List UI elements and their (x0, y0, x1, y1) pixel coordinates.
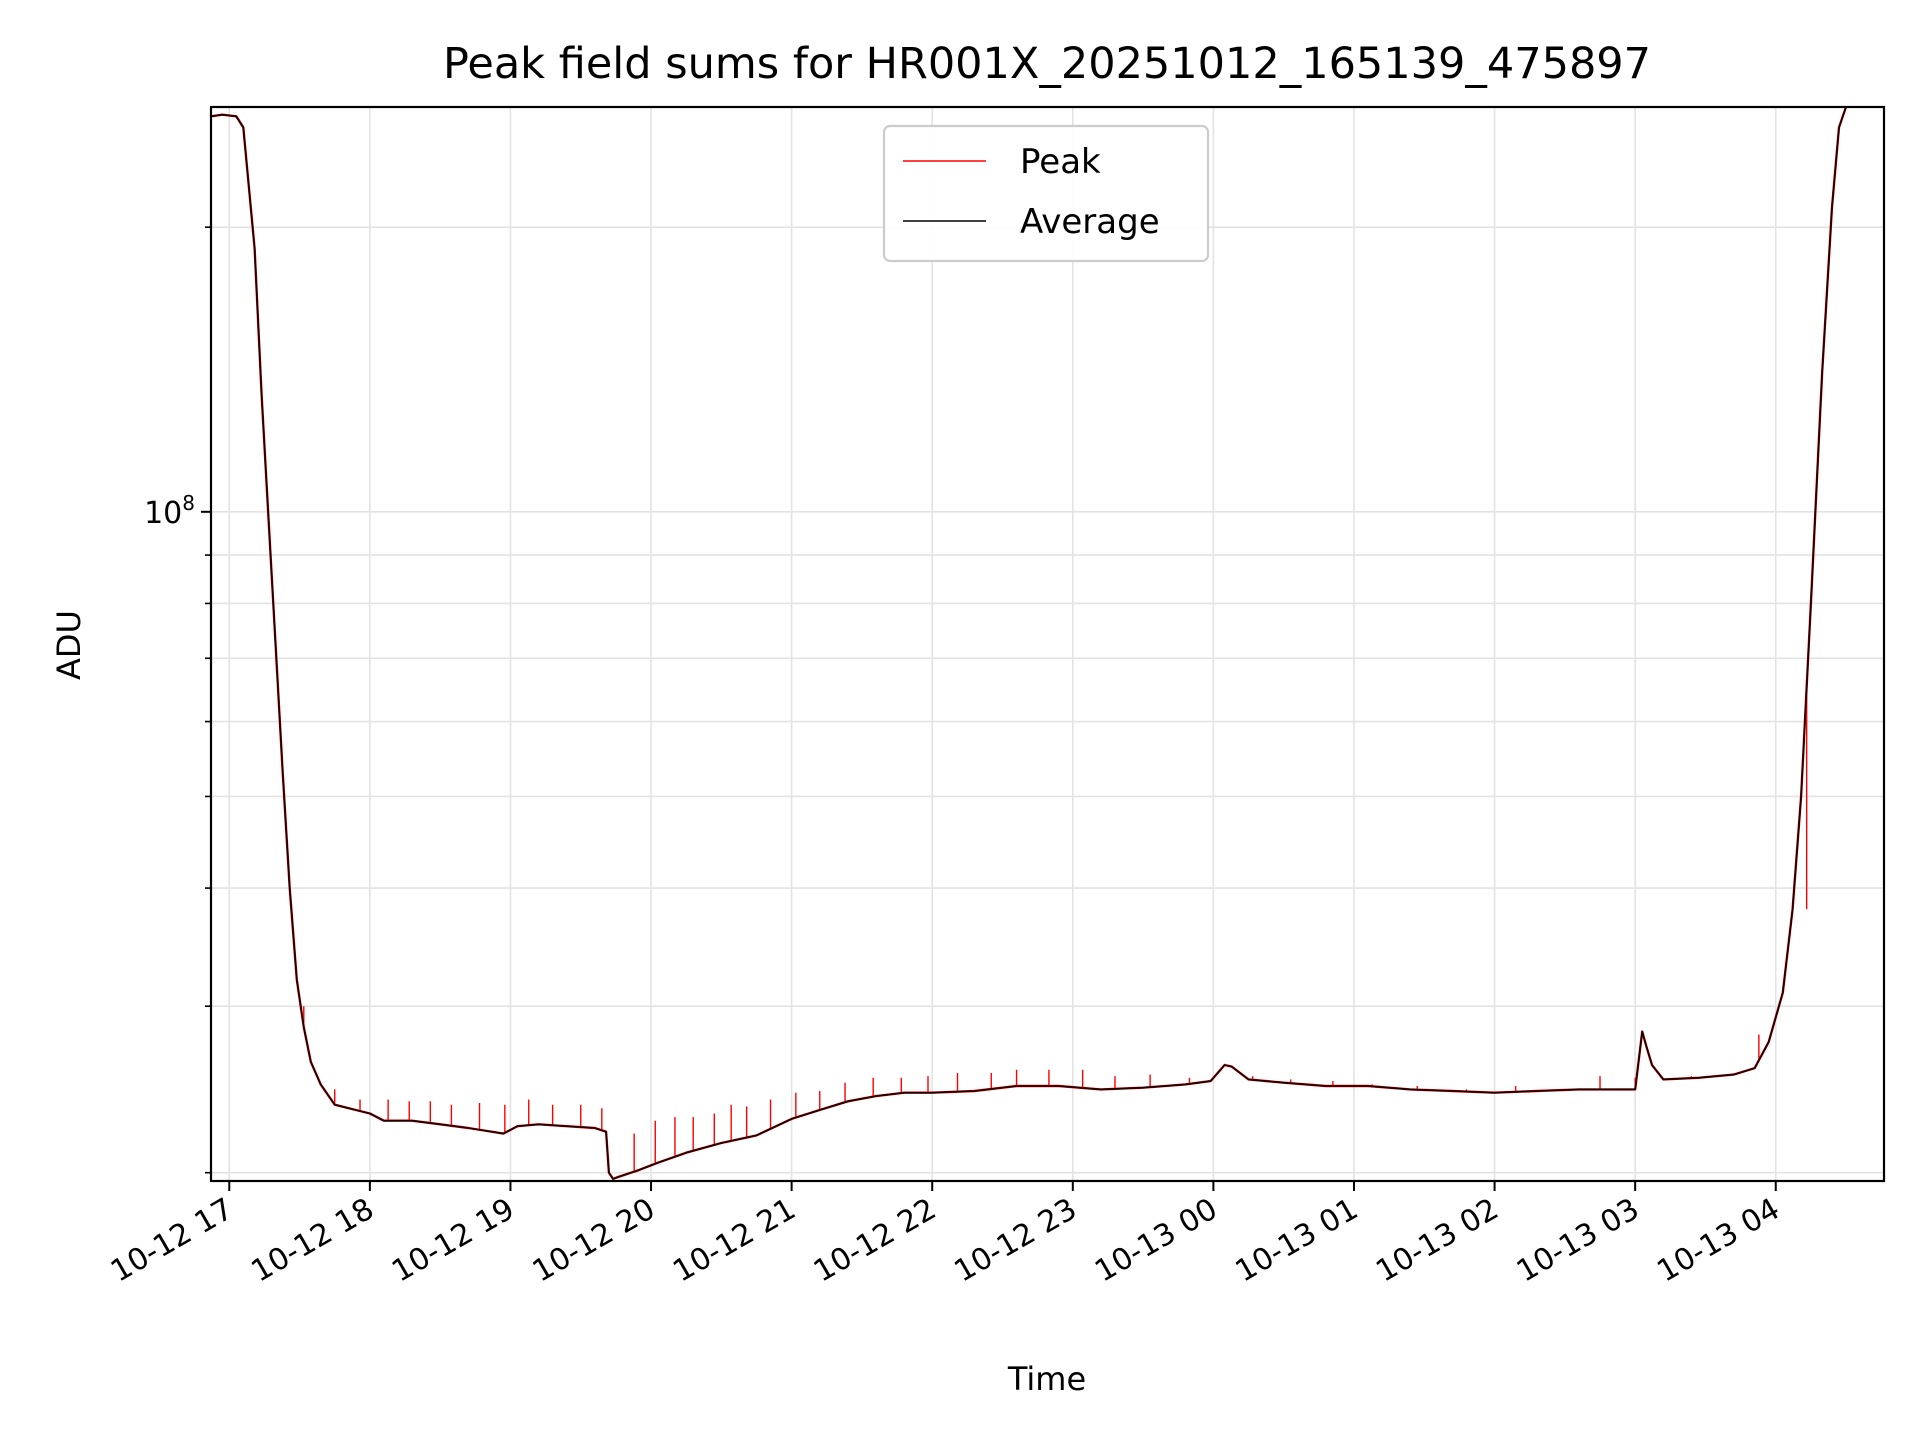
plot-frame (209, 105, 1886, 1183)
plot-series (210, 106, 1848, 1181)
y-axis-label: ADU (50, 610, 88, 680)
chart-title: Peak field sums for HR001X_20251012_1651… (443, 39, 1651, 89)
average-series-line (210, 106, 1847, 1180)
legend-peak-label: Peak (1020, 142, 1101, 182)
x-axis-label: Time (1007, 1360, 1086, 1398)
y-tick-label: 108 (144, 491, 195, 531)
legend-average-label: Average (1020, 202, 1160, 242)
legend-box (882, 124, 1210, 263)
legend: Peak Average (882, 124, 1210, 263)
